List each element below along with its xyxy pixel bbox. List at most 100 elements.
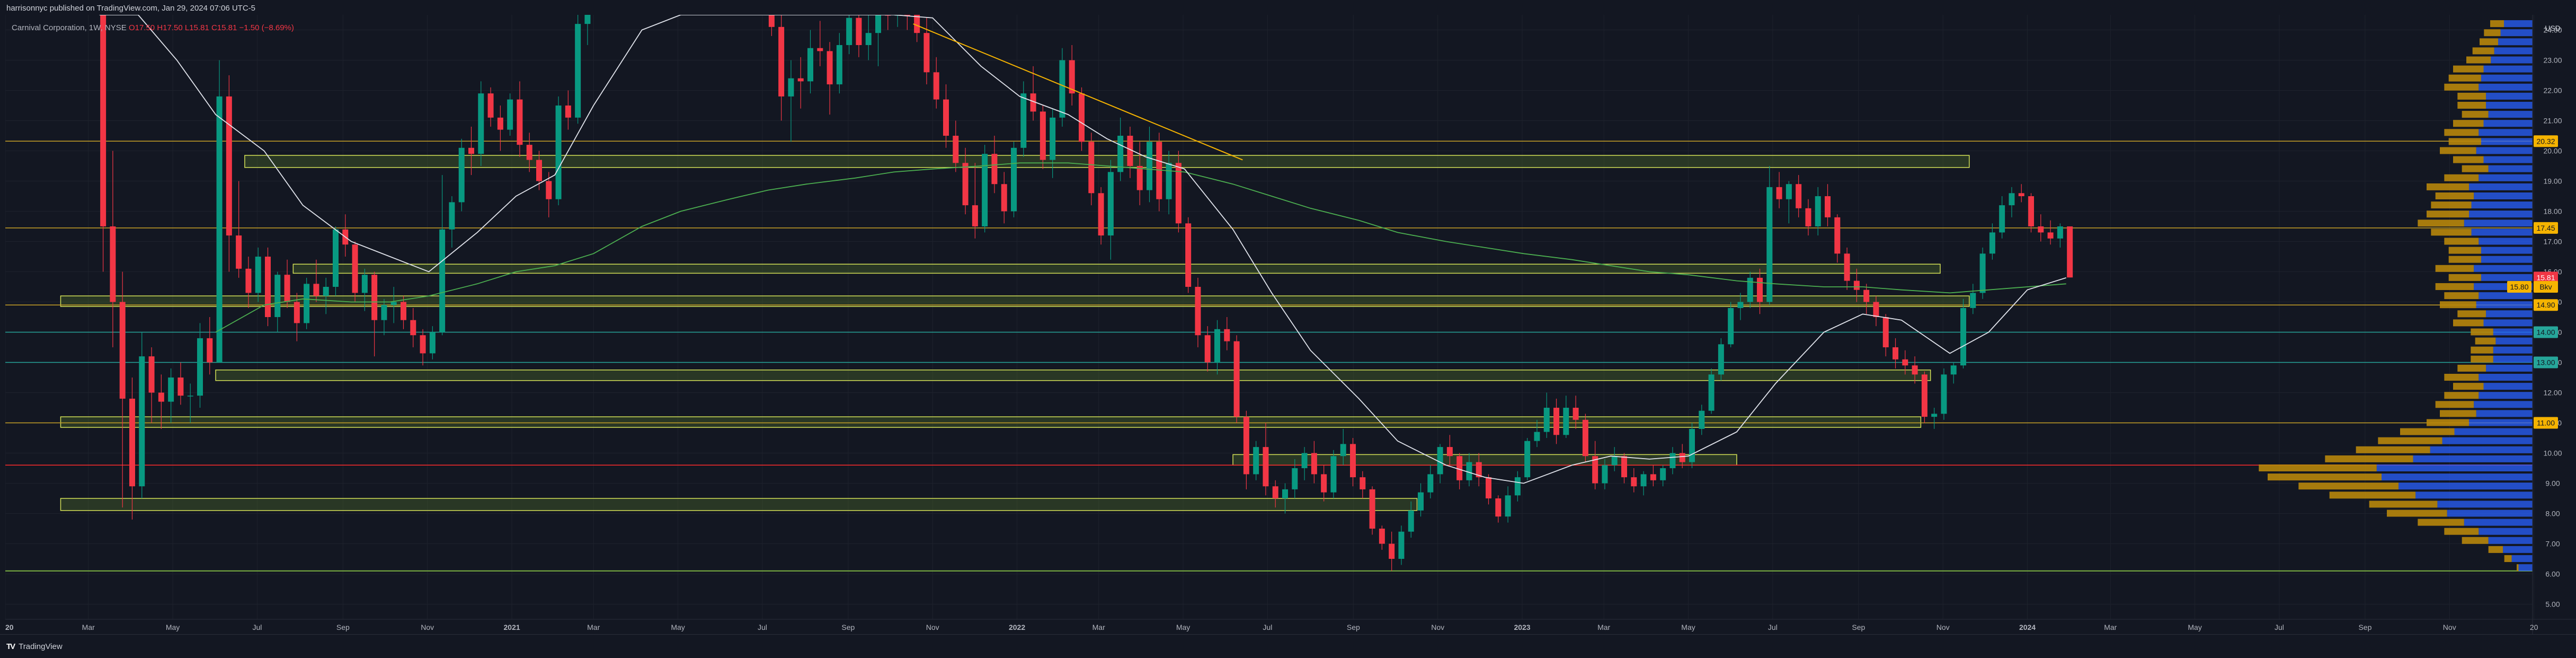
trendline-segment[interactable] [913, 23, 1243, 161]
zone-box[interactable] [60, 416, 1922, 428]
vp-bar-blue [2486, 92, 2533, 100]
vp-bar-gold [2268, 473, 2382, 481]
vp-bar-blue [2479, 292, 2533, 300]
vp-bar-gold [2453, 65, 2484, 73]
candle-up [1418, 492, 1424, 511]
price-label-text: 14.90 [2536, 301, 2555, 309]
candle-down [1243, 417, 1249, 475]
candle-down [1127, 136, 1133, 166]
candle-down [1350, 444, 1356, 478]
y-tick-label: 8.00 [2545, 510, 2560, 518]
vp-bar-blue [2500, 29, 2533, 37]
candle-up [2009, 193, 2015, 206]
vp-bar-blue [2481, 138, 2533, 145]
vp-bar-gold [2466, 56, 2491, 64]
currency-label: USD [2545, 24, 2561, 32]
candle-down [1873, 302, 1879, 317]
vp-bar-blue [2469, 419, 2533, 426]
x-tick-label: Jul [1263, 623, 1272, 631]
vp-bar-gold [2488, 546, 2503, 553]
price-label-box [2534, 222, 2558, 234]
y-tick-label: 9.00 [2545, 479, 2560, 488]
x-tick-label: Jul [252, 623, 262, 631]
candle-down [1679, 453, 1685, 462]
x-tick-label: Sep [2358, 623, 2371, 631]
vp-bar-blue [2486, 364, 2533, 372]
price-label-text: Bkv [2539, 283, 2552, 291]
zone-box[interactable] [1232, 454, 1737, 466]
vp-bar-blue [2479, 392, 2533, 399]
vp-bar-gold [2517, 564, 2519, 572]
vp-bar-gold [2490, 20, 2504, 28]
vp-bar-blue [2474, 265, 2533, 272]
candle-down [371, 275, 378, 320]
candle-up [1301, 453, 1308, 468]
vp-bar-gold [2356, 446, 2430, 453]
candle-up [1330, 456, 1337, 493]
y-tick-label: 23.00 [2543, 56, 2562, 65]
candle-up [1640, 474, 1647, 487]
candle-up [332, 229, 339, 287]
candle-up [1737, 302, 1744, 308]
candle-down [1311, 453, 1317, 475]
zone-box[interactable] [292, 264, 1941, 274]
candle-up [1514, 477, 1521, 496]
candle-up [2057, 226, 2063, 239]
x-tick-label: Nov [926, 623, 939, 631]
candle-down [565, 106, 571, 118]
vp-bar-gold [2440, 410, 2476, 417]
price-label-text: 11.00 [2537, 419, 2555, 427]
vp-bar-blue [2399, 482, 2533, 490]
zone-box[interactable] [60, 498, 1418, 511]
y-tick-label: 7.00 [2545, 540, 2560, 548]
candle-down [536, 160, 542, 181]
candle-up [584, 15, 591, 24]
candle-down [1582, 419, 1588, 457]
tradingview-logo[interactable]: TV TradingView [6, 642, 63, 651]
x-tick-label: 20 [2530, 623, 2538, 631]
vp-bar-blue [2476, 301, 2533, 309]
candle-down [962, 163, 969, 206]
vp-bar-gold [2462, 111, 2489, 118]
candle-down [1263, 447, 1269, 487]
vp-bar-blue [2464, 519, 2533, 526]
candle-up [865, 33, 872, 45]
candle-up [1931, 414, 1938, 417]
candle-down [2038, 226, 2044, 233]
support-resistance-zones [60, 155, 1970, 511]
candle-down [245, 268, 252, 293]
ma-slow-line [215, 162, 2066, 333]
candle-up [1059, 60, 1065, 118]
candle-down [226, 96, 232, 236]
vp-bar-gold [2418, 220, 2464, 227]
x-tick-label: 2023 [1514, 623, 1530, 631]
candle-up [1050, 117, 1056, 160]
candlestick-series [100, 15, 2073, 571]
candle-down [1175, 163, 1182, 224]
candle-down [953, 136, 959, 163]
candle-up [1147, 142, 1153, 190]
zone-box[interactable] [215, 370, 1931, 381]
candle-down [1446, 447, 1453, 457]
candle-up [458, 147, 465, 203]
vp-bar-blue [2498, 38, 2533, 46]
brand-name: TradingView [19, 642, 63, 651]
vp-bar-blue [2469, 210, 2533, 218]
chart-area[interactable]: 5.00 6.00 7.00 8.00 9.00 10.00 11.00 12.00 13.00… [5, 15, 2576, 634]
candle-down [797, 78, 804, 82]
vp-bar-gold [2457, 310, 2486, 318]
y-tick-label: 17.00 [2543, 238, 2562, 246]
zone-box[interactable] [244, 155, 1970, 168]
candle-down [1195, 287, 1201, 336]
price-label-extra-text: 15.80 [2510, 283, 2528, 291]
price-label-box [2534, 417, 2558, 429]
zone-box[interactable] [60, 295, 1970, 307]
candle-down [110, 226, 116, 302]
candle-down [236, 235, 242, 269]
vp-bar-gold [2431, 201, 2472, 209]
x-tick-label: Jul [758, 623, 767, 631]
candle-down [1893, 347, 1899, 359]
x-tick-label: Nov [2443, 623, 2456, 631]
candle-down [1001, 184, 1007, 212]
candle-down [410, 320, 416, 336]
